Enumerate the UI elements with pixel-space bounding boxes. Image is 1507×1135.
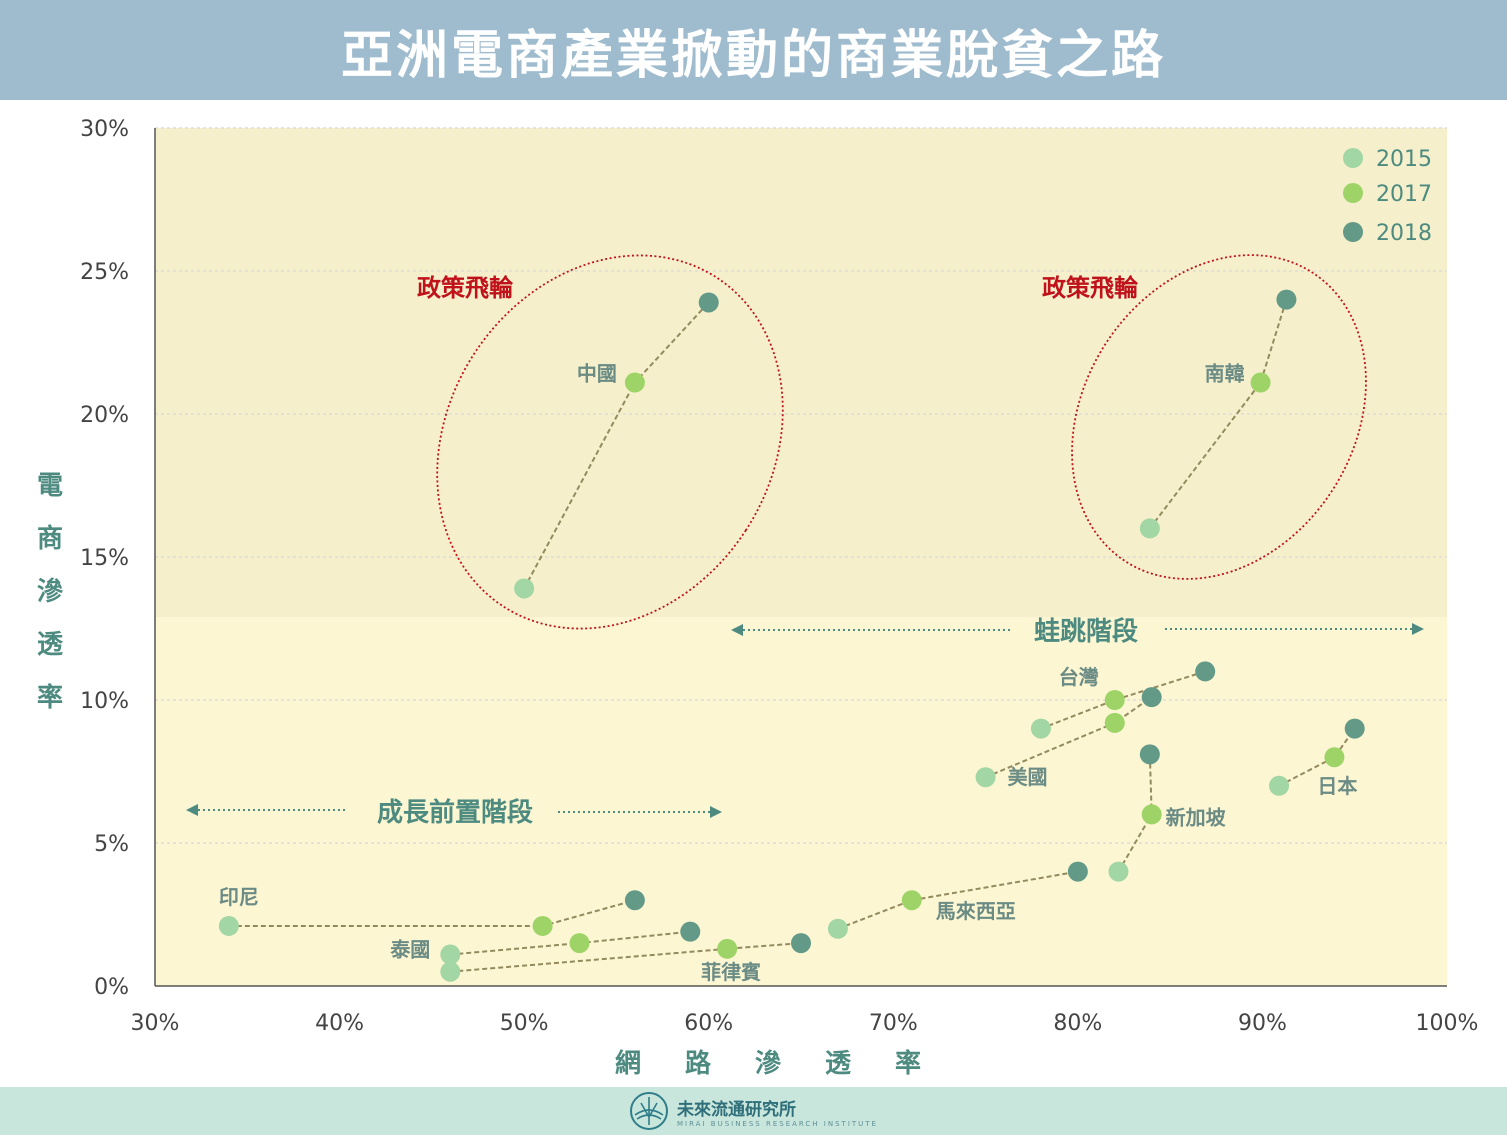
country-label: 菲律賓: [701, 960, 761, 984]
data-point-2017: [1324, 747, 1345, 768]
country-label: 美國: [1008, 765, 1048, 789]
data-point-2018: [1344, 718, 1365, 739]
country-label: 印尼: [219, 885, 259, 909]
data-point-2015: [1108, 861, 1129, 882]
page-title: 亞洲電商產業掀動的商業脫貧之路: [340, 25, 1166, 86]
policy-label-left: 政策飛輪: [417, 274, 514, 302]
x-axis-label: 網路滲透率: [614, 1049, 965, 1079]
data-point-2017: [532, 915, 553, 936]
country-label: 台灣: [1059, 665, 1099, 689]
data-point-2015: [827, 918, 848, 939]
country-label: 泰國: [389, 938, 430, 962]
data-point-2018: [1195, 661, 1216, 682]
country-label: 新加坡: [1166, 805, 1227, 829]
growth-stage-label: 成長前置階段: [377, 797, 533, 828]
x-tick-label: 30%: [131, 1011, 180, 1036]
legend-marker: [1343, 222, 1363, 242]
data-point-2015: [440, 944, 461, 965]
data-point-2017: [1104, 712, 1125, 733]
data-point-2018: [624, 890, 645, 911]
data-point-2018: [791, 933, 811, 954]
x-tick-label: 40%: [315, 1011, 364, 1036]
policy-ellipse-china: [436, 254, 784, 630]
data-point-2018: [1139, 744, 1160, 765]
legend-marker: [1343, 148, 1363, 168]
data-point-2018: [1276, 289, 1297, 310]
y-tick-label: 25%: [80, 260, 129, 285]
y-tick-label: 10%: [80, 689, 129, 714]
brand-name: 未來流通研究所: [677, 1099, 796, 1120]
data-point-2018: [698, 292, 719, 313]
data-point-2015: [1030, 718, 1051, 739]
data-point-2018: [680, 921, 701, 942]
trajectory-line: [450, 942, 802, 973]
footer: 未來流通研究所 MIRAI BUSINESS RESEARCH INSTITUT…: [0, 1087, 1507, 1135]
y-axis-label: 電商滲透率: [36, 471, 63, 713]
brand-subtitle: MIRAI BUSINESS RESEARCH INSTITUTE: [677, 1119, 878, 1128]
data-point-2017: [717, 938, 738, 959]
y-tick-label: 20%: [80, 403, 129, 428]
data-point-2015: [1269, 775, 1290, 796]
brand-logo-icon: [630, 1092, 668, 1130]
x-tick-label: 80%: [1053, 1011, 1102, 1036]
data-point-2017: [1104, 690, 1125, 710]
y-tick-label: 15%: [80, 546, 129, 571]
policy-label-right: 政策飛輪: [1042, 274, 1139, 302]
legend-label: 2017: [1376, 182, 1432, 207]
data-point-2017: [624, 372, 645, 393]
leap-stage-label: 蛙跳階段: [1034, 616, 1138, 647]
x-tick-label: 100%: [1416, 1011, 1479, 1036]
data-point-2015: [440, 961, 461, 982]
trajectory-line: [1040, 670, 1206, 730]
country-label: 日本: [1317, 774, 1357, 798]
y-tick-label: 0%: [94, 975, 129, 1000]
legend-label: 2015: [1376, 147, 1432, 172]
data-point-2015: [975, 767, 996, 788]
scatter-chart: 0% 5% 10% 15% 20% 25% 30% 30% 40% 50% 60% 70% 80% 90%…: [80, 117, 1479, 1036]
title-bar: 亞洲電商產業掀動的商業脫貧之路: [0, 0, 1507, 100]
trajectory-line: [1149, 299, 1288, 530]
x-tick-label: 60%: [684, 1011, 733, 1036]
x-tick-label: 70%: [869, 1011, 918, 1036]
legend-marker: [1343, 183, 1363, 203]
x-tick-label: 90%: [1238, 1011, 1287, 1036]
data-point-2018: [1141, 687, 1162, 708]
country-label: 中國: [577, 362, 617, 386]
data-point-2017: [901, 890, 922, 911]
data-point-2017: [1250, 372, 1271, 393]
policy-zone-background: [155, 128, 1447, 618]
data-point-2017: [1141, 804, 1162, 825]
country-label: 馬來西亞: [936, 899, 1016, 923]
data-point-2015: [218, 915, 239, 936]
trajectory-line: [1278, 728, 1356, 787]
data-point-2017: [569, 933, 590, 954]
growth-zone-background: [155, 617, 1447, 986]
trajectory-line: [837, 870, 1079, 930]
y-tick-label: 5%: [94, 832, 129, 857]
data-point-2015: [1139, 518, 1160, 539]
legend-label: 2018: [1376, 221, 1432, 246]
y-tick-label: 30%: [80, 117, 129, 142]
data-point-2015: [514, 578, 535, 599]
x-tick-label: 50%: [500, 1011, 549, 1036]
data-point-2018: [1067, 861, 1088, 882]
policy-ellipse-korea: [1071, 254, 1367, 580]
country-label: 南韓: [1205, 362, 1245, 386]
